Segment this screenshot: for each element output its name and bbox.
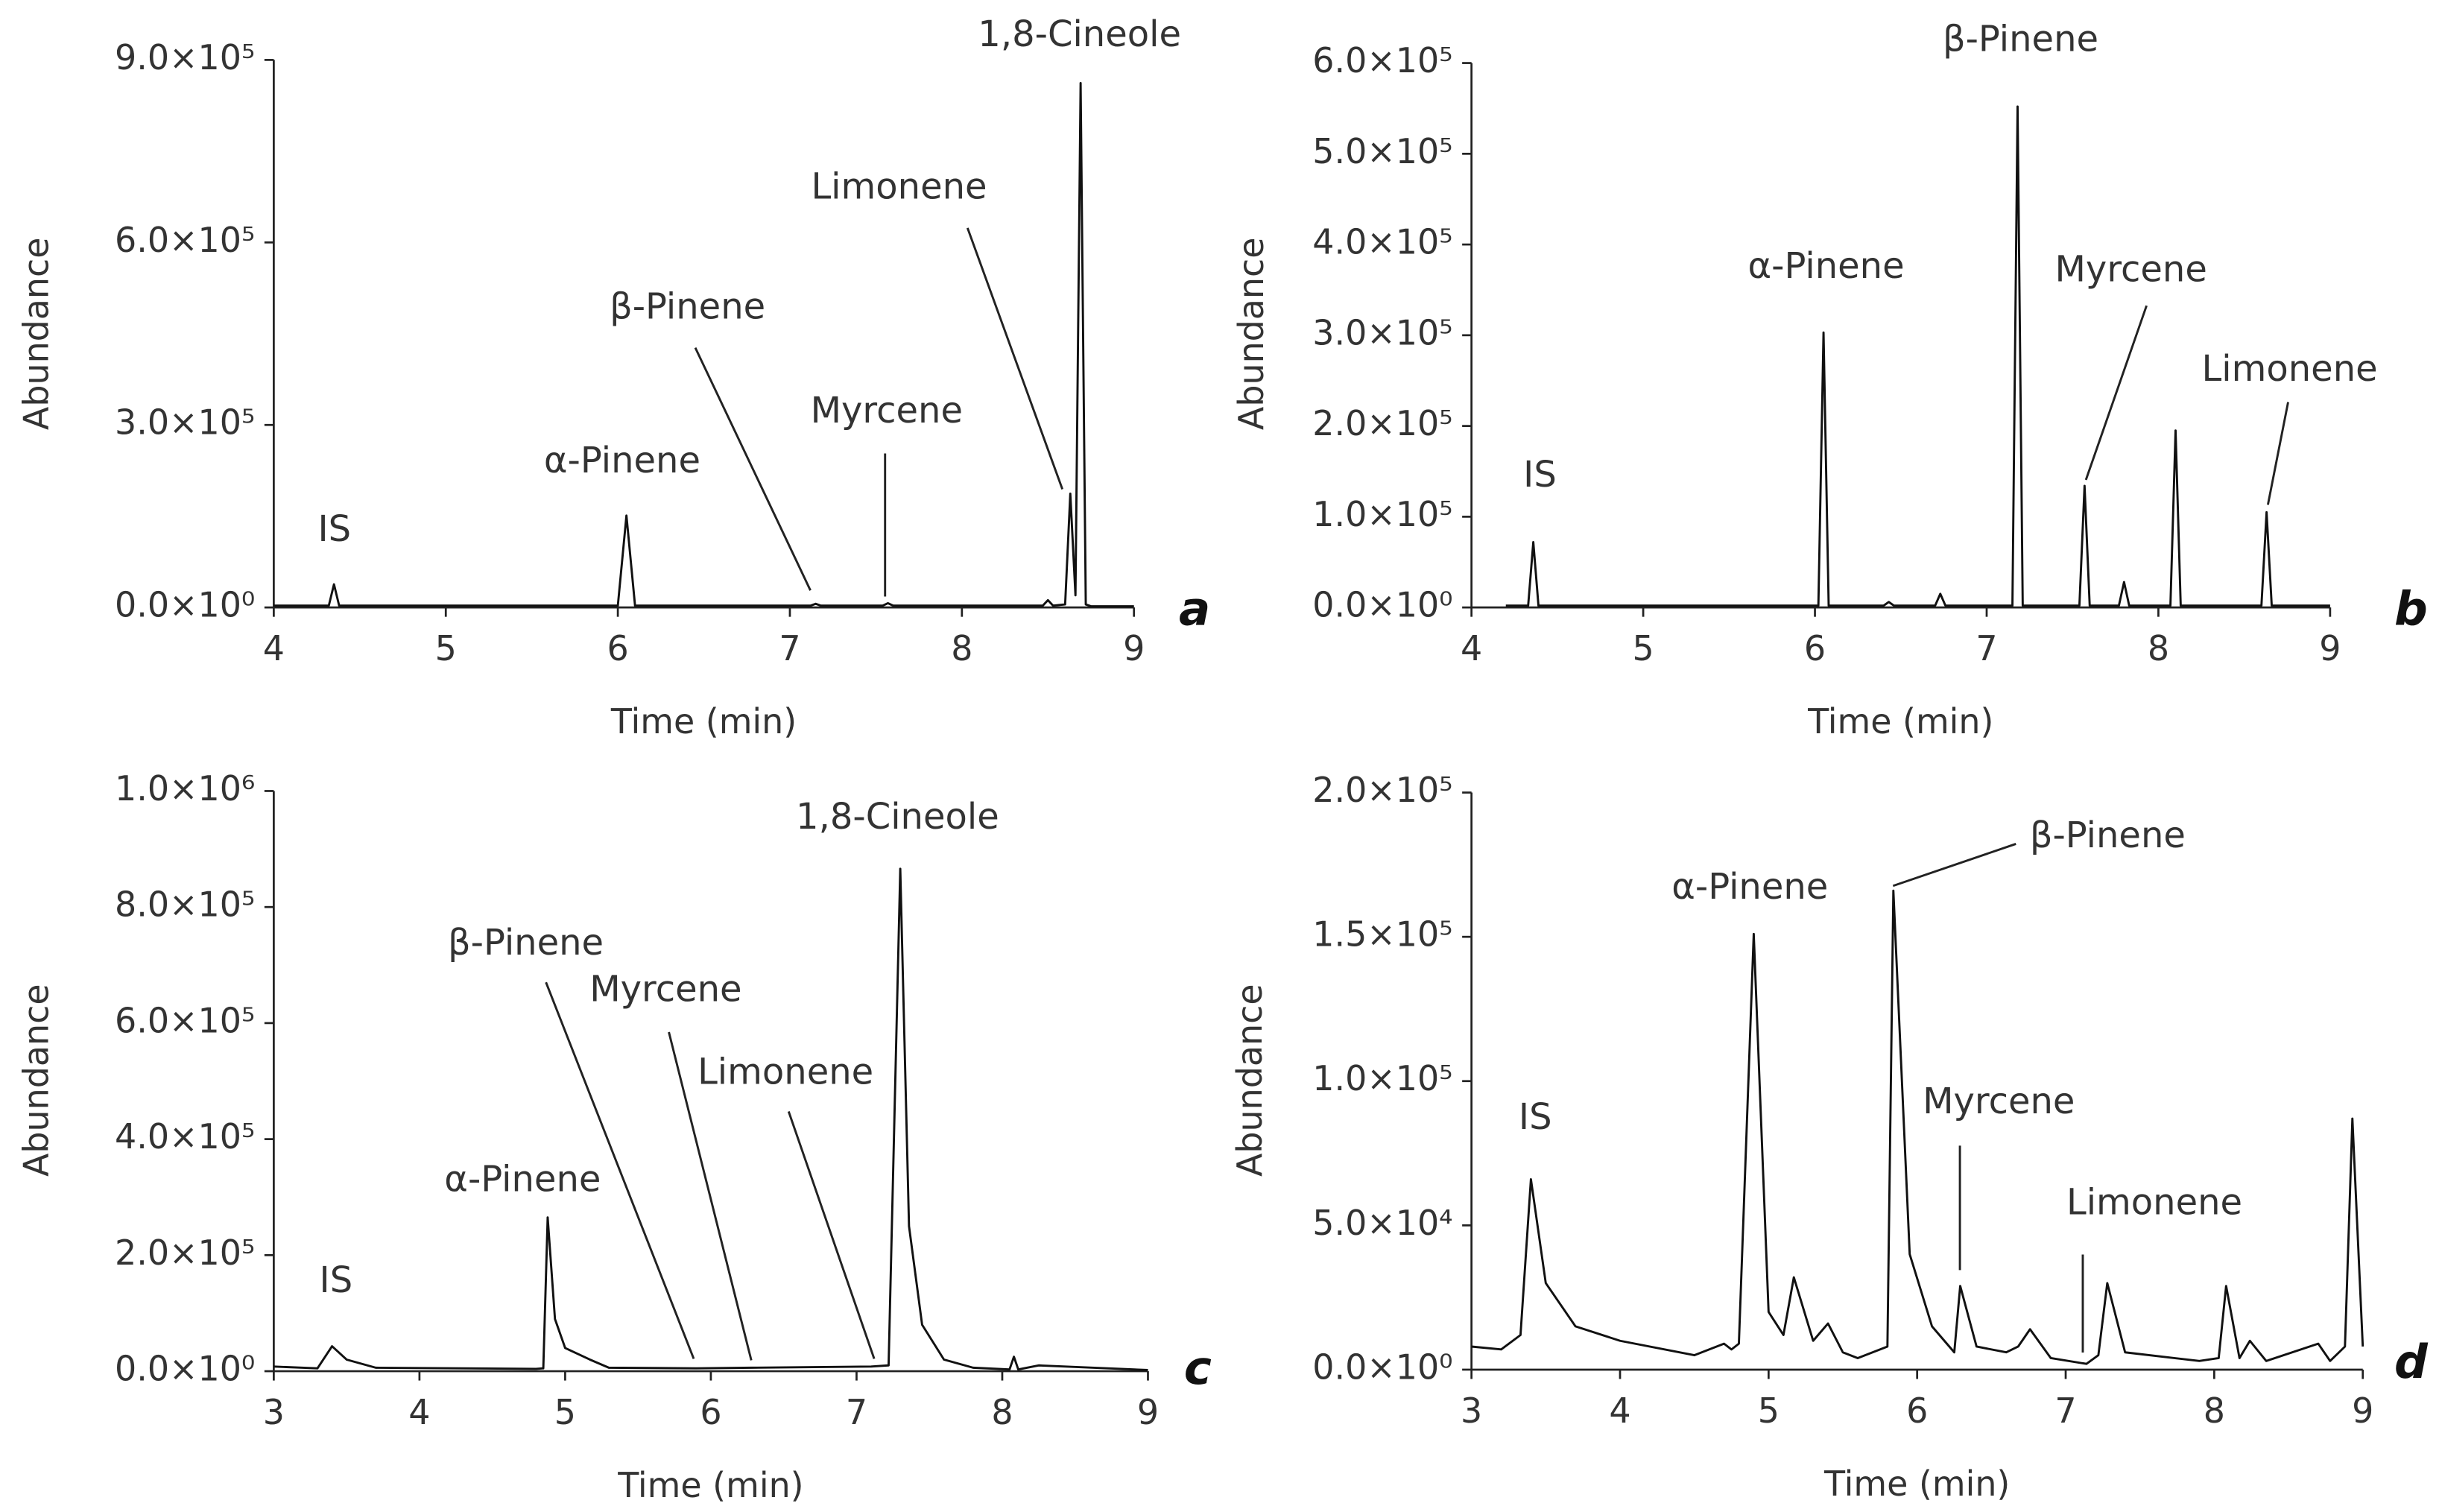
y-tick-label: 9.0×10⁵: [115, 37, 255, 78]
peak-label: β-Pinene: [610, 285, 765, 327]
y-tick-label: 2.0×10⁵: [1312, 403, 1452, 443]
x-tick-label: 9: [1137, 1392, 1159, 1432]
peak-label: IS: [1523, 454, 1557, 496]
leader-line: [668, 1031, 753, 1361]
x-tick-label: 4: [1461, 628, 1482, 668]
y-tick-label: 0.0×10⁰: [115, 585, 255, 625]
leader-line: [2084, 305, 2148, 481]
y-tick-label: 1.0×10⁵: [1312, 1058, 1452, 1098]
y-tick-label: 1.0×10⁶: [115, 768, 255, 809]
x-axis-label: Time (min): [1807, 701, 1993, 741]
y-tick-label: 0.0×10⁰: [115, 1349, 255, 1389]
chromatogram-trace: [1505, 105, 2330, 607]
peak-label: Myrcene: [811, 390, 963, 431]
peak-label: Limonene: [697, 1051, 873, 1092]
y-axis-label: Abundance: [1230, 984, 1270, 1177]
peak-label: Limonene: [2066, 1182, 2242, 1224]
x-tick-label: 3: [1461, 1391, 1482, 1431]
y-tick-label: 6.0×10⁵: [115, 220, 255, 260]
leader-line: [1892, 843, 2016, 888]
y-tick-label: 2.0×10⁵: [115, 1233, 255, 1273]
leader-line: [694, 347, 812, 591]
x-tick-label: 5: [554, 1392, 576, 1432]
leader-line: [787, 1110, 876, 1359]
peak-label: β-Pinene: [1943, 18, 2098, 60]
peak-label: Myrcene: [589, 969, 741, 1010]
x-tick-label: 9: [2352, 1391, 2373, 1431]
chromatogram-trace: [273, 81, 1134, 607]
x-tick-label: 3: [263, 1392, 285, 1432]
x-tick-label: 4: [1609, 1391, 1630, 1431]
y-tick-label: 5.0×10⁵: [1312, 131, 1452, 171]
y-axis-label: Abundance: [16, 984, 57, 1177]
x-tick-label: 6: [1804, 628, 1826, 668]
x-tick-label: 9: [2319, 628, 2341, 668]
x-axis-label: Time (min): [617, 1465, 803, 1505]
peak-label: IS: [317, 508, 351, 550]
y-tick-label: 1.5×10⁵: [1312, 914, 1452, 955]
x-tick-label: 8: [2204, 1391, 2225, 1431]
y-tick-label: 4.0×10⁵: [1312, 222, 1452, 262]
y-tick-label: 8.0×10⁵: [115, 885, 255, 925]
chromatogram-trace: [273, 867, 1148, 1371]
panel-label: b: [2394, 581, 2428, 636]
y-tick-label: 1.0×10⁵: [1312, 494, 1452, 534]
x-tick-label: 8: [951, 628, 972, 668]
peak-label: β-Pinene: [448, 922, 604, 964]
y-tick-label: 5.0×10⁴: [1312, 1203, 1452, 1243]
peak-label: Limonene: [811, 166, 987, 208]
y-axis-label: Abundance: [16, 237, 57, 430]
peak-label: α-Pinene: [1671, 866, 1828, 908]
x-axis-label: Time (min): [610, 701, 797, 741]
x-tick-label: 7: [2054, 1391, 2076, 1431]
y-tick-label: 3.0×10⁵: [1312, 312, 1452, 352]
x-tick-label: 4: [263, 628, 285, 668]
leader-line: [2266, 402, 2289, 505]
peak-label: Myrcene: [2055, 248, 2207, 290]
x-tick-label: 8: [2148, 628, 2169, 668]
x-tick-label: 9: [1123, 628, 1145, 668]
y-tick-label: 2.0×10⁵: [1312, 770, 1452, 810]
x-tick-label: 5: [435, 628, 457, 668]
y-tick-label: 0.0×10⁰: [1312, 1347, 1452, 1387]
y-tick-label: 3.0×10⁵: [115, 402, 255, 443]
leader-line: [545, 981, 695, 1359]
leader-line: [966, 227, 1064, 490]
peak-label: Limonene: [2202, 348, 2378, 390]
x-tick-label: 5: [1632, 628, 1654, 668]
peak-label: α-Pinene: [444, 1158, 601, 1200]
panel-label: c: [1184, 1341, 1212, 1395]
y-tick-label: 0.0×10⁰: [1312, 585, 1452, 625]
x-tick-label: 7: [779, 628, 800, 668]
x-tick-label: 4: [408, 1392, 430, 1432]
y-tick-label: 6.0×10⁵: [1312, 40, 1452, 80]
x-tick-label: 7: [1975, 628, 1997, 668]
peak-label: α-Pinene: [544, 440, 700, 481]
peak-label: α-Pinene: [1748, 245, 1905, 287]
y-axis-label: Abundance: [1231, 237, 1271, 430]
peak-label: IS: [1519, 1096, 1552, 1138]
peak-label: 1,8-Cineole: [796, 796, 999, 838]
x-tick-label: 5: [1758, 1391, 1780, 1431]
x-tick-label: 6: [1906, 1391, 1928, 1431]
x-tick-label: 6: [607, 628, 628, 668]
peak-label: 1,8-Cineole: [978, 13, 1181, 55]
peak-label: β-Pinene: [2030, 814, 2186, 856]
peak-label: IS: [320, 1259, 353, 1301]
chromatogram-trace: [1471, 889, 2364, 1365]
x-tick-label: 8: [991, 1392, 1013, 1432]
y-tick-label: 4.0×10⁵: [115, 1116, 255, 1157]
peak-label: Myrcene: [1923, 1081, 2075, 1122]
x-tick-label: 6: [700, 1392, 721, 1432]
y-tick-label: 6.0×10⁵: [115, 1000, 255, 1040]
panel-label: a: [1179, 581, 1210, 636]
x-tick-label: 7: [846, 1392, 867, 1432]
panel-label: d: [2394, 1335, 2429, 1389]
x-axis-label: Time (min): [1823, 1464, 2010, 1504]
